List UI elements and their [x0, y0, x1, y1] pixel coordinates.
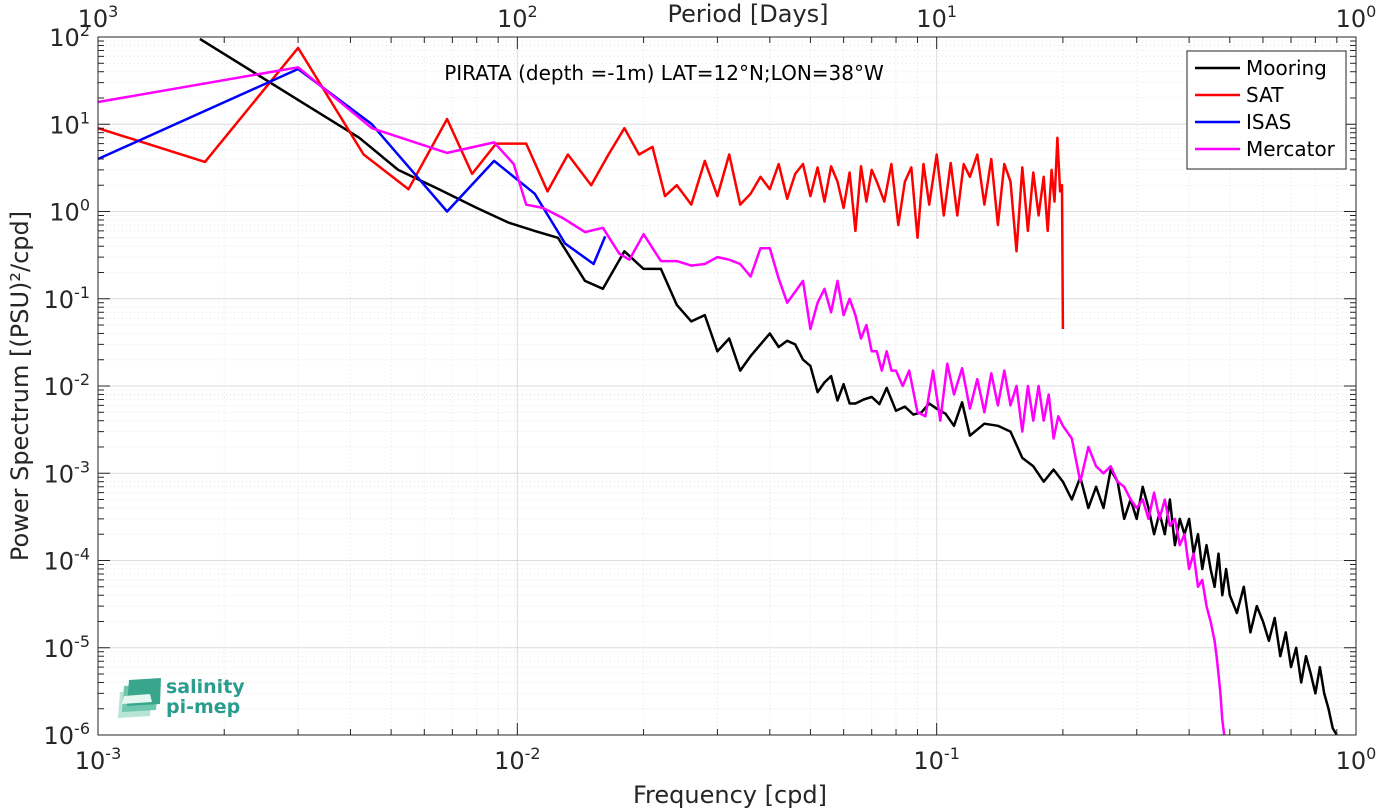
- y-tick-label-base: 10: [44, 286, 75, 314]
- y-tick-label: 10-4: [44, 545, 91, 576]
- logo-line2: pi-mep: [166, 696, 240, 718]
- x-axis-title: Frequency [cpd]: [633, 781, 827, 809]
- x-tick-label-exponent: 0: [1366, 744, 1376, 763]
- top-tick-label-exponent: 0: [1366, 2, 1376, 21]
- y-tick-label: 10-6: [44, 719, 91, 750]
- series-line-mercator: [98, 66, 1226, 735]
- x-tick-label: 10-1: [913, 744, 960, 775]
- top-tick-label-exponent: 2: [528, 2, 538, 21]
- y-tick-label-base: 10: [44, 460, 75, 488]
- y-tick-label-exponent: 2: [80, 21, 90, 40]
- top-tick-label: 103: [78, 2, 119, 33]
- y-tick-label-exponent: -2: [74, 370, 90, 389]
- legend-label-mooring: Mooring: [1246, 56, 1327, 80]
- x-tick-label: 10-3: [75, 744, 122, 775]
- x-tick-label-base: 10: [494, 747, 525, 775]
- x-tick-label-base: 10: [75, 747, 106, 775]
- logo-mark-icon: [118, 678, 161, 718]
- y-tick-label-base: 10: [49, 111, 80, 139]
- x-tick-label-exponent: -1: [944, 744, 960, 763]
- legend-label-isas: ISAS: [1246, 110, 1291, 134]
- series-line-sat: [98, 46, 1065, 330]
- x-tick-label: 10-2: [494, 744, 541, 775]
- top-tick-label: 102: [497, 2, 538, 33]
- x-tick-label: 100: [1336, 744, 1377, 775]
- y-tick-label: 101: [49, 108, 90, 139]
- top-tick-label-base: 10: [78, 5, 109, 33]
- y-tick-label-exponent: -3: [74, 457, 90, 476]
- y-tick-label-exponent: -6: [74, 719, 90, 738]
- top-tick-label-base: 10: [1336, 5, 1367, 33]
- y-tick-label-base: 10: [44, 373, 75, 401]
- y-tick-label: 10-5: [44, 632, 91, 663]
- top-tick-label-base: 10: [497, 5, 528, 33]
- legend-label-mercator: Mercator: [1246, 137, 1336, 161]
- y-tick-label-base: 10: [44, 722, 75, 750]
- top-tick-label: 100: [1336, 2, 1377, 33]
- x-tick-label-base: 10: [913, 747, 944, 775]
- y-tick-label-base: 10: [49, 199, 80, 227]
- logo-line1: salinity: [166, 676, 245, 698]
- y-tick-label: 10-1: [44, 283, 91, 314]
- y-tick-label: 10-2: [44, 370, 91, 401]
- series-lines: [98, 37, 1338, 735]
- y-tick-label-base: 10: [44, 635, 75, 663]
- x-tick-label-base: 10: [1336, 747, 1367, 775]
- y-tick-label: 100: [49, 196, 90, 227]
- x-tick-label-exponent: -3: [105, 744, 121, 763]
- top-axis-title: Period [Days]: [667, 0, 828, 28]
- y-tick-label-base: 10: [44, 548, 75, 576]
- y-tick-label-exponent: 1: [80, 108, 90, 127]
- axis-ticks: 10-3 10-2 10-1 10010-610-510-410-310-210-11…: [44, 2, 1377, 775]
- series-line-mooring: [199, 37, 1338, 735]
- y-axis-title: Power Spectrum [(PSU)²/cpd]: [6, 211, 34, 561]
- y-tick-label-exponent: 0: [80, 196, 90, 215]
- top-tick-label-exponent: 1: [947, 2, 957, 21]
- top-tick-label-base: 10: [916, 5, 947, 33]
- top-tick-label: 101: [916, 2, 957, 33]
- x-tick-label-exponent: -2: [525, 744, 541, 763]
- y-tick-label-base: 10: [49, 24, 80, 52]
- y-tick-label-exponent: -1: [74, 283, 90, 302]
- y-tick-label: 102: [49, 21, 90, 52]
- salinity-pi-mep-logo: salinity pi-mep: [118, 676, 245, 718]
- legend-label-sat: SAT: [1246, 83, 1284, 107]
- y-tick-label-exponent: -4: [74, 545, 90, 564]
- y-tick-label-exponent: -5: [74, 632, 90, 651]
- legend: Mooring SAT ISAS Mercator: [1186, 50, 1347, 170]
- chart-title: PIRATA (depth =-1m) LAT=12°N;LON=38°W: [444, 61, 884, 85]
- y-tick-label: 10-3: [44, 457, 91, 488]
- top-tick-label-exponent: 3: [108, 2, 118, 21]
